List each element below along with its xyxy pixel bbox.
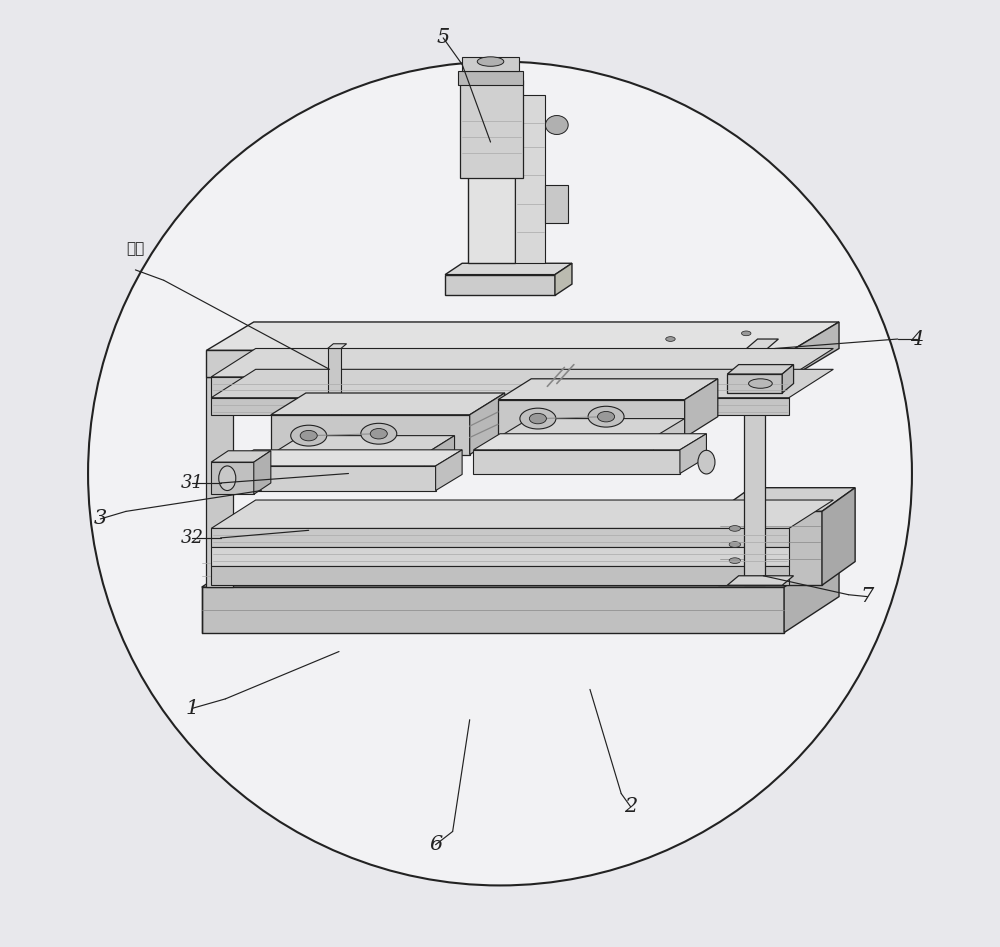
Polygon shape [206,366,246,377]
Ellipse shape [588,406,624,427]
Polygon shape [211,547,789,566]
Polygon shape [498,379,718,400]
Polygon shape [545,185,568,223]
Ellipse shape [545,116,568,134]
Polygon shape [424,436,455,481]
Ellipse shape [698,451,715,474]
Polygon shape [782,365,794,393]
Polygon shape [211,528,789,547]
Text: 4: 4 [910,330,923,348]
Polygon shape [727,374,782,393]
Polygon shape [473,450,680,474]
Polygon shape [470,393,505,455]
Text: 32: 32 [181,528,204,547]
Text: 2: 2 [624,797,637,816]
Polygon shape [498,400,685,438]
Polygon shape [458,71,523,85]
Polygon shape [328,344,347,348]
Text: 7: 7 [861,587,874,606]
Polygon shape [555,263,572,295]
Text: 1: 1 [186,699,199,718]
Polygon shape [744,339,778,350]
Circle shape [88,62,912,885]
Polygon shape [211,398,789,415]
Ellipse shape [520,408,556,429]
Polygon shape [206,377,233,587]
Polygon shape [211,348,833,377]
Ellipse shape [300,430,317,441]
Polygon shape [211,369,833,398]
Ellipse shape [598,411,615,421]
Polygon shape [206,322,839,350]
Polygon shape [211,566,789,585]
Ellipse shape [291,425,327,446]
Ellipse shape [529,413,546,423]
Polygon shape [468,80,515,263]
Polygon shape [822,488,855,585]
Ellipse shape [666,337,675,341]
Polygon shape [680,434,706,474]
Polygon shape [227,450,462,466]
Polygon shape [254,451,271,494]
Text: 5: 5 [437,28,450,47]
Polygon shape [515,95,545,263]
Polygon shape [727,365,794,374]
Polygon shape [206,350,792,377]
Polygon shape [227,466,436,491]
Polygon shape [445,275,555,295]
Polygon shape [792,322,839,377]
Text: 3: 3 [94,509,107,528]
Polygon shape [727,576,794,585]
Ellipse shape [729,542,741,547]
Text: 31: 31 [181,474,204,492]
Polygon shape [202,587,784,633]
Polygon shape [473,434,706,450]
Polygon shape [784,551,839,633]
Polygon shape [436,450,462,491]
Polygon shape [328,348,341,415]
Polygon shape [498,438,653,464]
Polygon shape [462,57,519,71]
Polygon shape [271,415,470,455]
Ellipse shape [370,429,387,439]
Polygon shape [744,350,765,585]
Ellipse shape [219,466,236,491]
Polygon shape [202,551,839,587]
Polygon shape [498,419,685,438]
Polygon shape [211,377,789,398]
Polygon shape [211,462,254,494]
Ellipse shape [749,379,772,388]
Text: 产品: 产品 [126,241,145,256]
Ellipse shape [729,558,741,563]
Polygon shape [271,455,424,481]
Polygon shape [211,451,271,462]
Polygon shape [718,488,855,511]
Text: 6: 6 [429,835,442,854]
Polygon shape [718,511,822,585]
Polygon shape [685,379,718,438]
Ellipse shape [741,331,751,335]
Ellipse shape [477,57,504,66]
Polygon shape [211,500,833,528]
Ellipse shape [729,526,741,531]
Polygon shape [271,393,505,415]
Ellipse shape [361,423,397,444]
Polygon shape [460,80,523,178]
Polygon shape [445,263,572,275]
Polygon shape [271,436,455,455]
